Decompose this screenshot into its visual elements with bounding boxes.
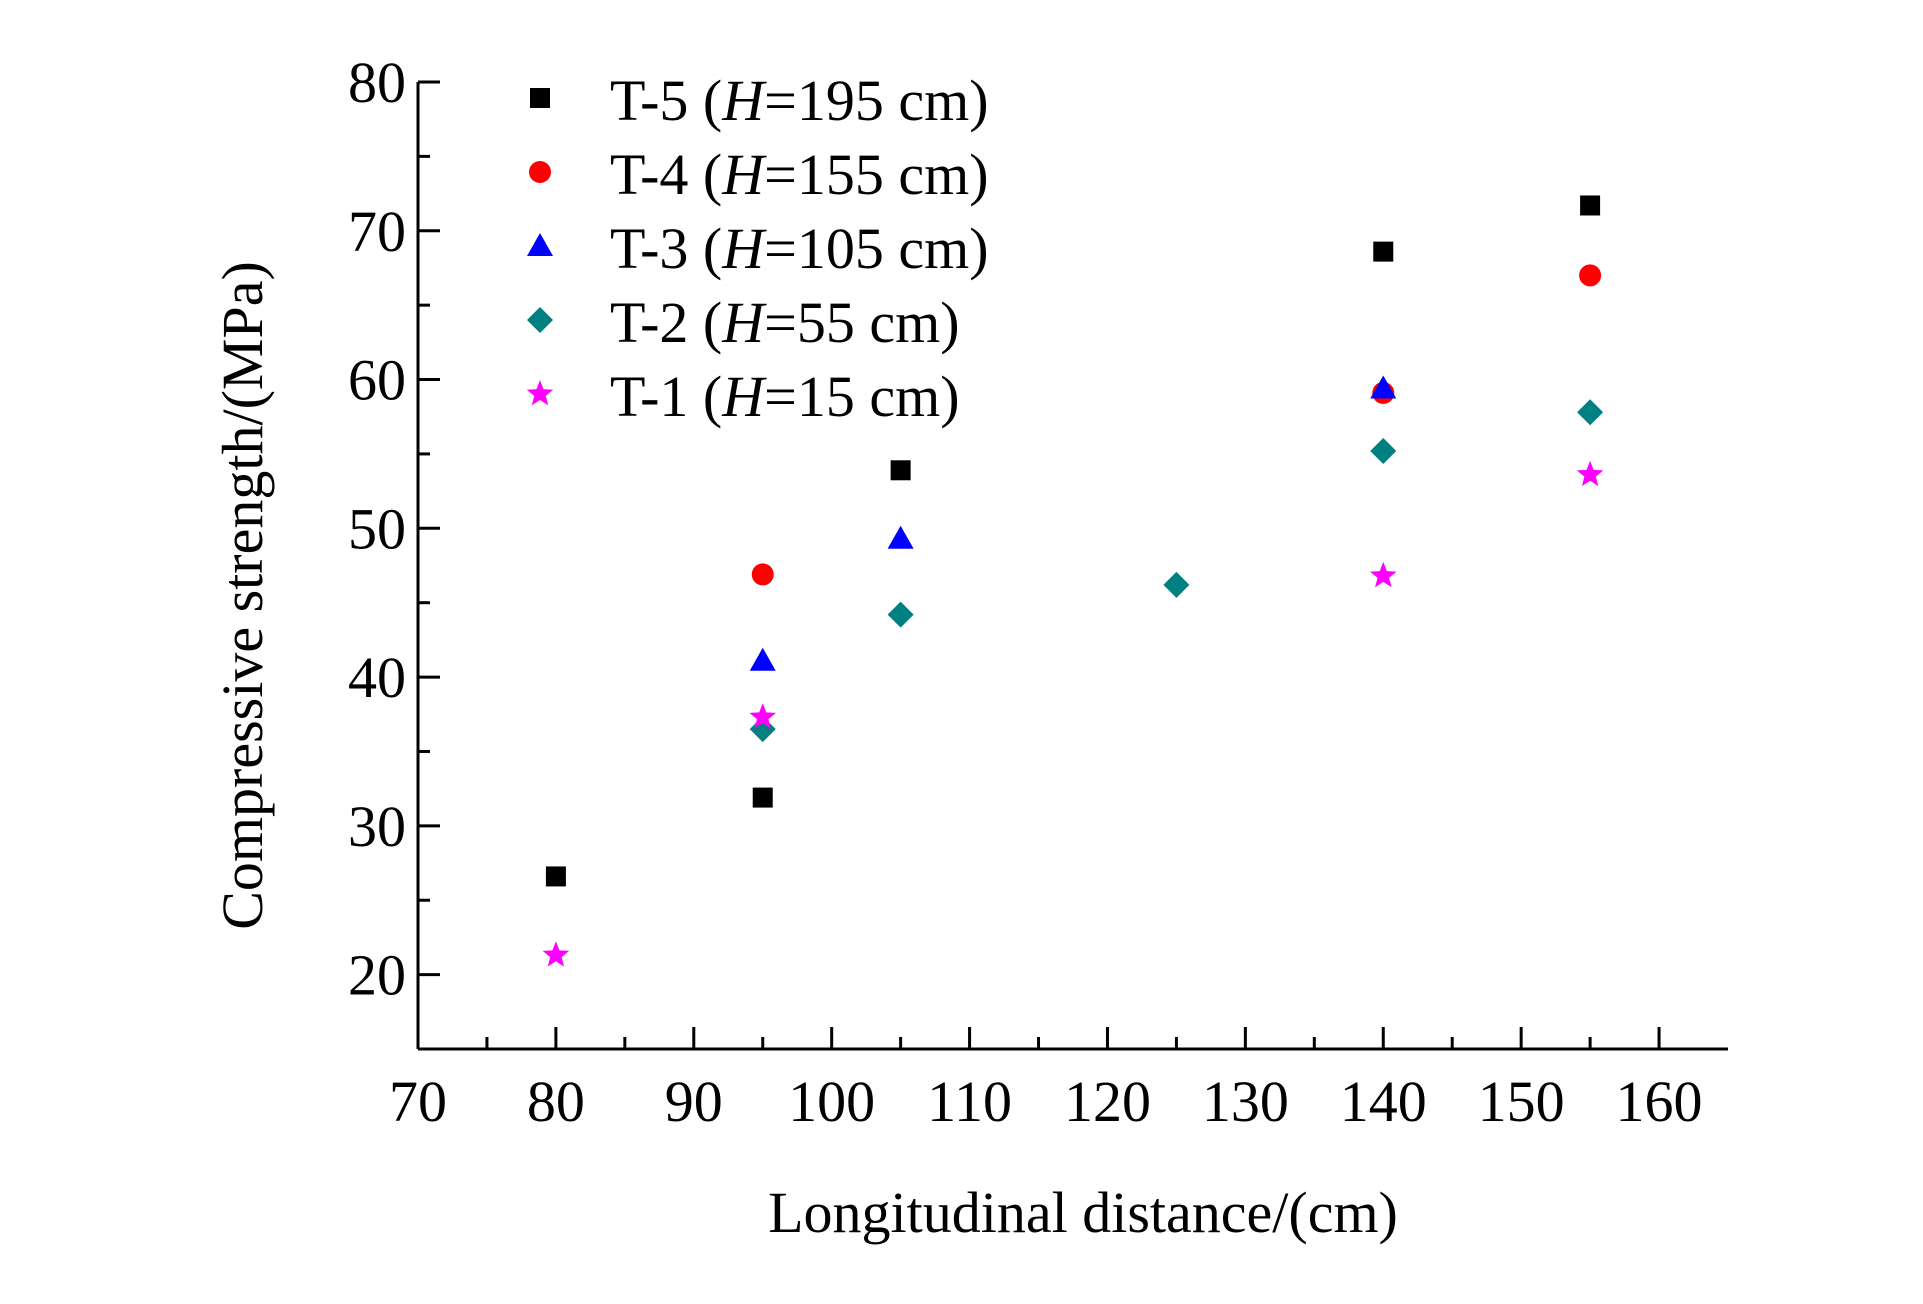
legend-entry-t-3: T-3 (H=105 cm) [527,216,989,281]
y-tick-label: 60 [348,348,406,413]
data-point-t-5 [545,866,566,887]
data-point-t-2 [1577,399,1604,426]
legend-label-prefix: T-5 ( [610,68,722,133]
legend-label-var: H [721,216,767,281]
legend-marker-t-1 [526,380,554,406]
legend-entry-t-4: T-4 (H=155 cm) [529,142,989,207]
legend-label-prefix: T-2 ( [610,290,722,355]
legend-marker-t-2 [527,307,553,333]
y-tick-label: 80 [348,50,406,115]
legend-label-var: H [721,290,767,355]
legend-label: T-3 (H=105 cm) [610,216,989,281]
x-tick-label: 110 [927,1069,1012,1134]
series-t-1 [542,460,1604,967]
legend-label-suffix: =155 cm) [764,142,988,207]
legend-marker-t-5 [530,88,550,108]
series-t-2 [749,399,1604,743]
series-t-3 [749,375,1397,671]
legend-entry-t-2: T-2 (H=55 cm) [527,290,960,355]
data-point-t-2 [1370,437,1397,464]
data-point-t-5 [1580,195,1601,216]
x-tick-label: 160 [1616,1069,1703,1134]
legend-label-var: H [721,364,767,429]
legend-label-var: H [721,68,767,133]
tick-labels: 70 80 90 100 110 120 130 140 150 160 20 30 40 50 60 70 8… [348,50,1703,1134]
x-tick-label: 90 [665,1069,723,1134]
legend-label-suffix: =15 cm) [764,364,959,429]
y-axis-label: Compressive strength/(MPa) [210,261,275,930]
legend-label-prefix: T-4 ( [610,142,722,207]
legend-entry-t-1: T-1 (H=15 cm) [526,364,960,429]
legend: T-5 (H=195 cm)T-4 (H=155 cm)T-3 (H=105 c… [526,68,989,429]
data-point-t-1 [542,941,570,967]
data-point-t-3 [1370,375,1397,399]
data-markers [542,195,1604,967]
data-point-t-5 [752,787,773,808]
x-tick-label: 150 [1478,1069,1565,1134]
legend-label-suffix: =105 cm) [764,216,988,281]
y-tick-label: 40 [348,645,406,710]
legend-entry-t-5: T-5 (H=195 cm) [530,68,989,133]
series-t-5 [545,195,1601,887]
legend-label: T-5 (H=195 cm) [610,68,989,133]
x-tick-label: 140 [1340,1069,1427,1134]
data-point-t-4 [751,563,774,586]
legend-label-var: H [721,142,767,207]
data-point-t-2 [1163,571,1190,598]
legend-label: T-4 (H=155 cm) [610,142,989,207]
data-point-t-1 [1576,460,1604,487]
y-tick-label: 30 [348,794,406,859]
legend-label-suffix: =55 cm) [764,290,959,355]
legend-marker-t-3 [527,233,553,256]
y-tick-label: 70 [348,199,406,264]
data-point-t-2 [887,601,914,628]
x-tick-label: 80 [527,1069,585,1134]
data-point-t-5 [890,460,911,481]
data-point-t-5 [1373,241,1394,262]
y-tick-label: 50 [348,496,406,561]
legend-label: T-2 (H=55 cm) [610,290,960,355]
legend-label-prefix: T-3 ( [610,216,722,281]
data-point-t-3 [887,525,914,549]
legend-marker-t-4 [529,161,551,183]
legend-label-suffix: =195 cm) [764,68,988,133]
y-tick-label: 20 [348,943,406,1008]
axes [416,82,1728,1051]
legend-label-prefix: T-1 ( [610,364,722,429]
x-axis-label: Longitudinal distance/(cm) [768,1180,1398,1245]
x-tick-label: 100 [788,1069,875,1134]
data-point-t-4 [1579,264,1602,287]
ticks [416,80,1661,1049]
x-tick-label: 70 [389,1069,447,1134]
data-point-t-3 [749,647,776,671]
x-tick-label: 120 [1064,1069,1151,1134]
data-point-t-1 [749,703,777,729]
data-point-t-1 [1369,561,1397,588]
legend-label: T-1 (H=15 cm) [610,364,960,429]
x-tick-label: 130 [1202,1069,1289,1134]
